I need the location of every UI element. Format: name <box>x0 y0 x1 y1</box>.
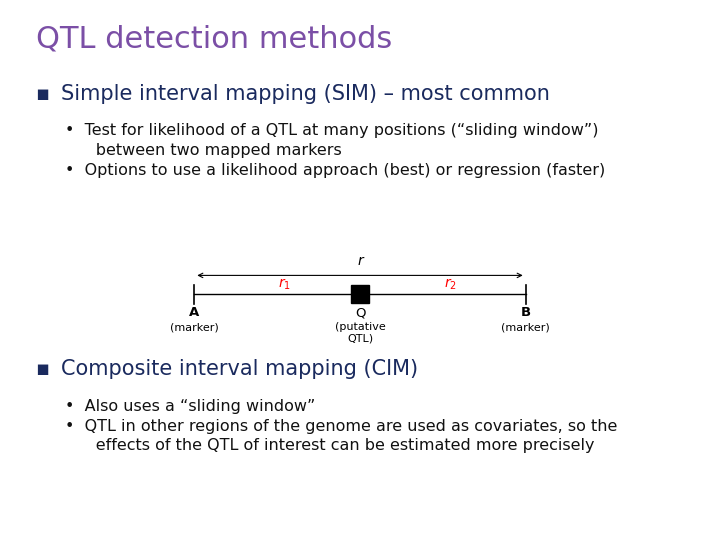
Text: r: r <box>357 254 363 268</box>
Text: •  Options to use a likelihood approach (best) or regression (faster): • Options to use a likelihood approach (… <box>65 163 605 178</box>
Text: QTL detection methods: QTL detection methods <box>36 24 392 53</box>
Text: $r_1$: $r_1$ <box>278 276 291 292</box>
Text: •  QTL in other regions of the genome are used as covariates, so the: • QTL in other regions of the genome are… <box>65 419 617 434</box>
Text: between two mapped markers: between two mapped markers <box>65 143 341 158</box>
Text: •  Also uses a “sliding window”: • Also uses a “sliding window” <box>65 399 315 414</box>
Text: effects of the QTL of interest can be estimated more precisely: effects of the QTL of interest can be es… <box>65 438 594 454</box>
Text: (putative: (putative <box>335 322 385 333</box>
Text: Q: Q <box>355 306 365 319</box>
Text: A: A <box>189 306 199 319</box>
Text: Simple interval mapping (SIM) – most common: Simple interval mapping (SIM) – most com… <box>61 84 550 104</box>
Text: $r_2$: $r_2$ <box>444 276 456 292</box>
Text: (marker): (marker) <box>170 322 219 333</box>
Text: •  Test for likelihood of a QTL at many positions (“sliding window”): • Test for likelihood of a QTL at many p… <box>65 123 598 138</box>
Text: ▪: ▪ <box>36 84 57 104</box>
Text: (marker): (marker) <box>501 322 550 333</box>
Text: QTL): QTL) <box>347 333 373 343</box>
Text: ▪: ▪ <box>36 359 57 379</box>
Bar <box>351 285 369 303</box>
Text: B: B <box>521 306 531 319</box>
Text: Composite interval mapping (CIM): Composite interval mapping (CIM) <box>61 359 418 379</box>
